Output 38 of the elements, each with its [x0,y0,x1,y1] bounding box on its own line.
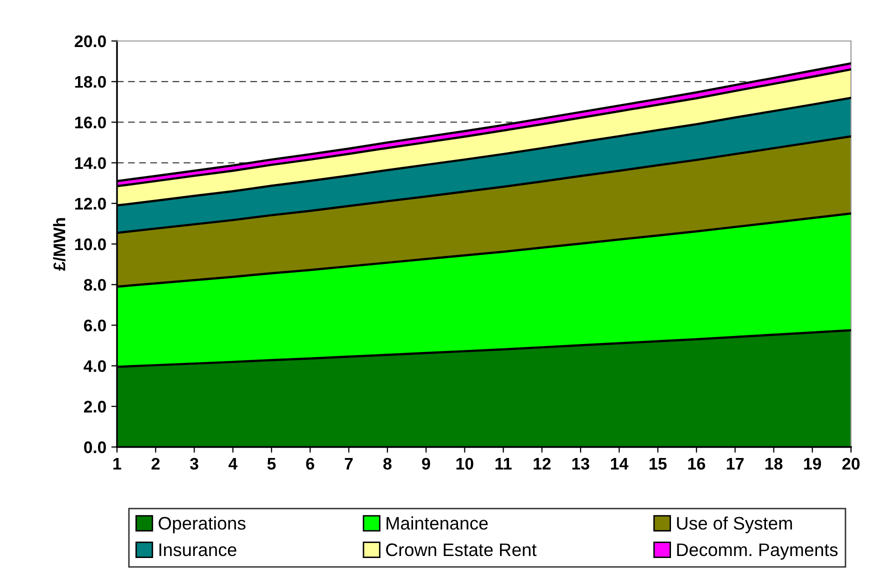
x-tick-label: 4 [228,458,238,470]
y-tick-label: 6.0 [84,320,106,332]
x-tick-label: 15 [650,458,667,470]
legend-label: Use of System [677,516,792,534]
x-tick-label: 20 [842,458,860,470]
x-tick-label: 9 [422,458,430,470]
legend-label: Insurance [159,544,236,556]
y-tick-label: 18.0 [75,76,106,88]
legend-label: Maintenance [386,516,488,530]
legend-label: Crown Estate Rent [386,543,537,556]
x-tick-label: 10 [456,458,474,470]
x-tick-label: 8 [383,458,392,470]
y-tick-label: 2.0 [84,400,106,413]
x-tick-label: 11 [496,458,512,470]
x-tick-label: 6 [306,458,314,470]
x-tick-label: 5 [267,458,276,470]
x-tick-label: 2 [152,458,160,470]
x-tick-label: 19 [804,458,822,470]
x-tick-label: 14 [610,458,628,470]
x-tick-label: 7 [344,458,353,470]
y-tick-label: 12.0 [75,198,106,210]
y-tick-label: 4.0 [84,360,106,372]
x-tick-label: 18 [766,458,782,470]
y-tick-label: 8.0 [84,279,106,291]
legend-label: Decomm. Payments [677,544,838,560]
y-axis-title: £/MWh [53,218,66,271]
y-tick-label: 14.0 [75,157,106,170]
x-tick-label: 13 [572,458,590,470]
x-tick-label: 12 [534,458,551,470]
y-tick-label: 20.0 [74,35,106,48]
y-tick-label: 16.0 [75,116,106,128]
x-tick-label: 16 [688,458,706,470]
x-tick-label: 1 [113,458,122,470]
x-tick-label: 17 [726,458,744,470]
x-tick-label: 3 [190,458,198,470]
y-tick-label: 10.0 [75,238,106,250]
y-tick-label: 0.0 [84,441,106,454]
legend-label: Operations [158,516,246,534]
